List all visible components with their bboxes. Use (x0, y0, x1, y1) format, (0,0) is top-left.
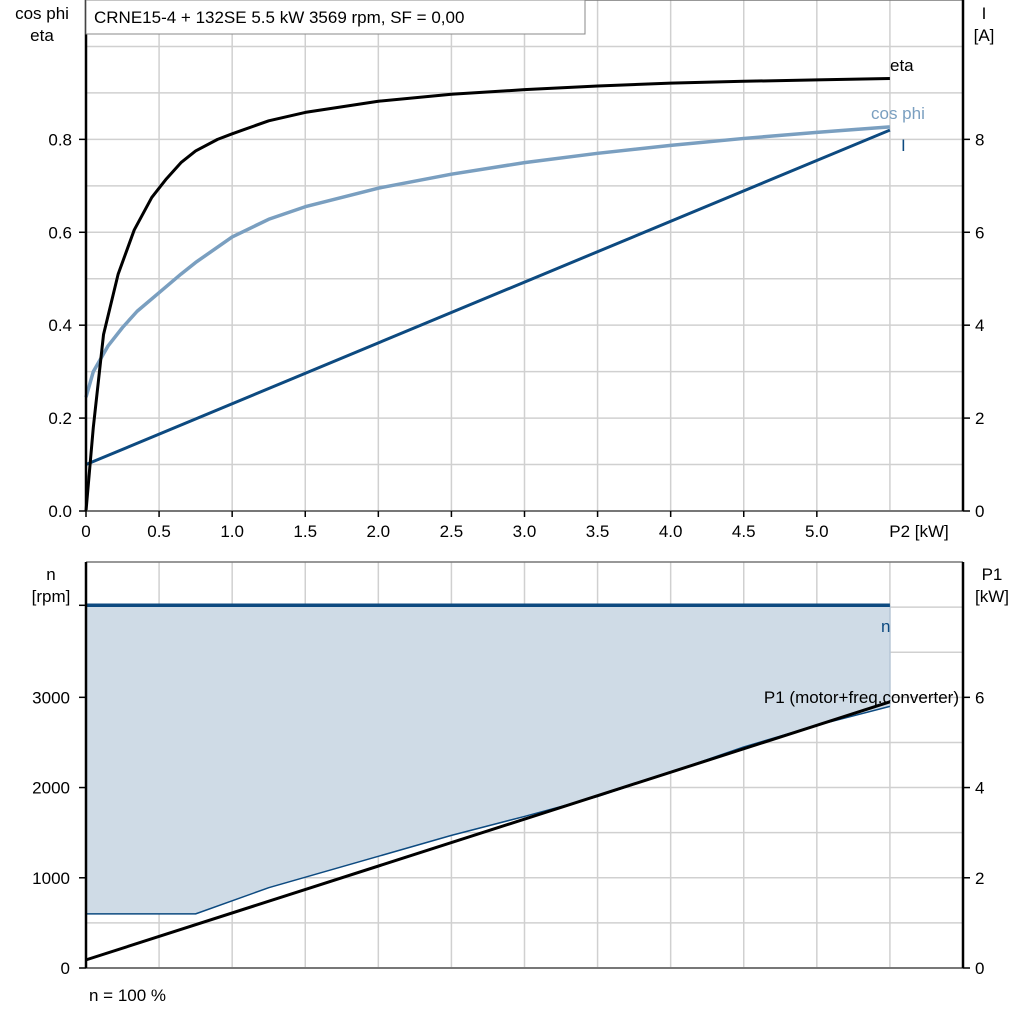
x-tick-label: 2.5 (440, 522, 464, 541)
P1-tick-label: 6 (975, 688, 984, 707)
y-left-tick-label: 0.6 (48, 223, 72, 242)
x-tick-label: 5.0 (805, 522, 829, 541)
x-tick-label: 4.5 (732, 522, 756, 541)
y-left-tick-label: 0.8 (48, 130, 72, 149)
bottom-left-axis-label-1: n (46, 565, 55, 584)
axes (79, 0, 970, 969)
n-tick-label: 3000 (32, 688, 70, 707)
n-tick-label: 2000 (32, 779, 70, 798)
y-left-tick-label: 0.0 (48, 502, 72, 521)
eta-curve (84, 77, 890, 512)
x-tick-label: 1.5 (293, 522, 317, 541)
speed-range-area (86, 605, 890, 914)
n-tick-label: 0 (61, 959, 70, 978)
tick-labels: 0 0.5 1.0 1.5 2.0 2.5 3.0 3.5 4.0 4.5 5.0 0.0 0.2 0.4… (32, 130, 984, 978)
bottom-left-axis-label-2: [rpm] (32, 587, 71, 606)
chart-title: CRNE15-4 + 132SE 5.5 kW 3569 rpm, SF = 0… (94, 8, 464, 27)
n-tick-label: 1000 (32, 869, 70, 888)
y-right-tick-label: 8 (975, 130, 984, 149)
bottom-area (86, 605, 891, 914)
I-line (85, 128, 891, 466)
x-tick-label: 1.0 (220, 522, 244, 541)
x-tick-label: 3.0 (513, 522, 537, 541)
x-tick-label: 4.0 (659, 522, 683, 541)
x-tick-label: 0.5 (147, 522, 171, 541)
P1-line (85, 700, 891, 962)
y-left-tick-label: 0.4 (48, 316, 72, 335)
bottom-curves (85, 603, 891, 962)
y-right-tick-label: 0 (975, 502, 984, 521)
label-cos-phi: cos phi (871, 104, 925, 123)
title-box: CRNE15-4 + 132SE 5.5 kW 3569 rpm, SF = 0… (85, 0, 586, 35)
y-right-tick-label: 4 (975, 316, 984, 335)
x-tick-label: 2.0 (367, 522, 391, 541)
top-left-axis-label-1: cos phi (15, 4, 69, 23)
y-right-tick-label: 2 (975, 409, 984, 428)
P1-tick-label: 4 (975, 779, 984, 798)
footer-note: n = 100 % (89, 986, 166, 1005)
y-right-tick-label: 6 (975, 223, 984, 242)
bottom-right-axis-label-1: P1 (982, 565, 1003, 584)
P1-tick-label: 0 (975, 959, 984, 978)
P1-tick-label: 2 (975, 869, 984, 888)
bottom-right-axis-label-2: [kW] (975, 587, 1009, 606)
x-tick-label: 0 (81, 522, 90, 541)
top-right-axis-label-2: [A] (974, 26, 995, 45)
label-n: n (881, 617, 890, 636)
label-I: I (901, 136, 906, 155)
x-tick-label: 3.5 (586, 522, 610, 541)
top-grid (86, 0, 963, 511)
top-curves (84, 77, 891, 512)
x-axis-label: P2 [kW] (889, 522, 949, 541)
y-left-tick-label: 0.2 (48, 409, 72, 428)
cos-phi-curve (84, 125, 891, 398)
top-left-axis-label-2: eta (30, 26, 54, 45)
label-P1: P1 (motor+freq.converter) (764, 688, 959, 707)
label-eta: eta (890, 56, 914, 75)
top-right-axis-label-1: I (982, 4, 987, 23)
